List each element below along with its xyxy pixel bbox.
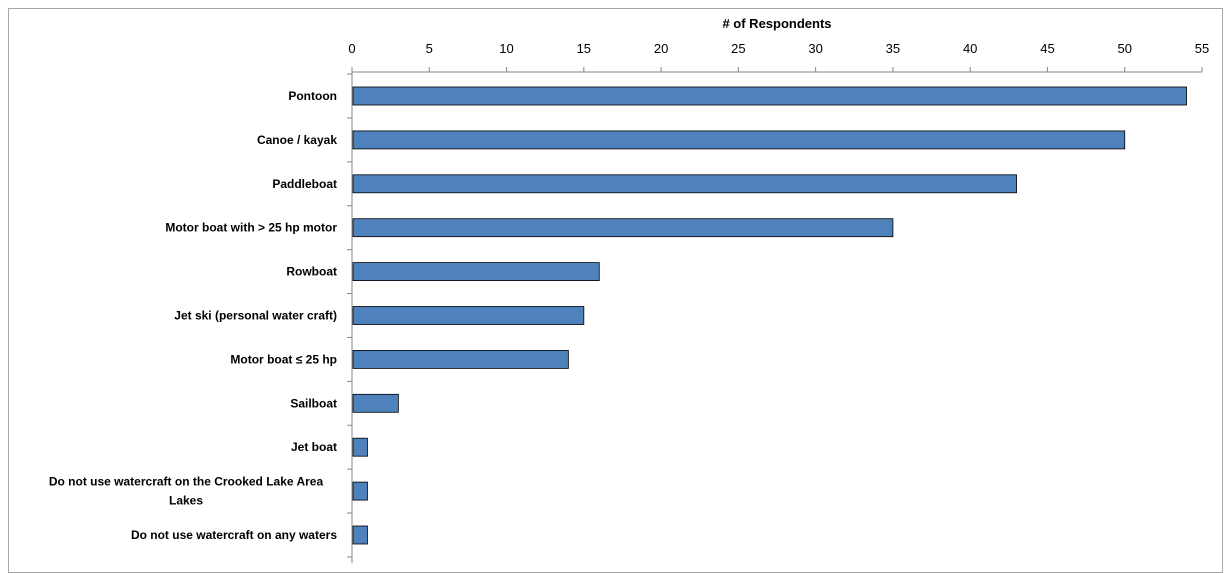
x-tick-label: 20: [654, 41, 668, 56]
bar: [352, 349, 569, 369]
x-tick-label: 10: [499, 41, 513, 56]
category-label: Motor boat with > 25 hp motor: [165, 221, 337, 235]
x-tick-label: 40: [963, 41, 977, 56]
bar: [352, 262, 600, 282]
category-label: Rowboat: [286, 265, 337, 279]
category-labels: Pontoon Canoe / kayak Paddleboat Motor boat…: [49, 89, 337, 542]
x-tick-label: 30: [808, 41, 822, 56]
bar: [352, 174, 1017, 194]
bar: [352, 437, 368, 457]
bar: [352, 86, 1187, 106]
axes: 0 5 10 15 20 25 30 35 40 45 50 55: [347, 41, 1209, 563]
category-label: Do not use watercraft on any waters: [131, 528, 337, 542]
x-tick-label: 35: [886, 41, 900, 56]
x-tick-label: 5: [426, 41, 433, 56]
bar: [352, 306, 585, 325]
category-label: Canoe / kayak: [257, 133, 337, 147]
x-tick-label: 15: [577, 41, 591, 56]
category-label: Jet boat: [291, 440, 337, 454]
bars: [352, 86, 1187, 545]
bar: [352, 218, 894, 238]
x-tick-label: 25: [731, 41, 745, 56]
category-label: Motor boat ≤ 25 hp: [230, 352, 337, 366]
bar: [352, 525, 368, 545]
category-label: Sailboat: [290, 396, 337, 410]
bar: [352, 393, 399, 413]
category-label: Do not use watercraft on the Crooked Lak…: [49, 475, 324, 508]
x-axis-title: # of Respondents: [722, 16, 831, 31]
x-tick-label: 0: [348, 41, 355, 56]
category-label: Paddleboat: [272, 177, 337, 191]
bar: [352, 481, 368, 501]
x-tick-label: 45: [1040, 41, 1054, 56]
category-label: Jet ski (personal water craft): [174, 309, 337, 323]
bar: [352, 130, 1126, 150]
category-label: Pontoon: [288, 89, 337, 103]
x-tick-label: 55: [1195, 41, 1209, 56]
x-tick-label: 50: [1117, 41, 1131, 56]
